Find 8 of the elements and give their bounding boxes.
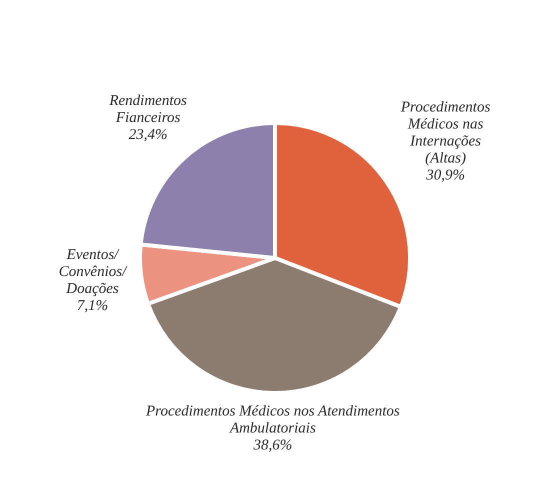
data-label: 23,4% xyxy=(128,126,168,143)
data-label: 38,6% xyxy=(252,438,292,454)
data-label: 30,9% xyxy=(425,168,465,184)
slice-label: Procedimentos Médicos nas Internações (Altas) xyxy=(400,100,490,167)
slice-label: Eventos/ Convênios/ Doações xyxy=(58,247,128,298)
slice-label: Rendimentos Fianceiros xyxy=(108,92,187,126)
data-label: 7,1% xyxy=(76,298,108,314)
slice-label: Procedimentos Médicos nos Atendimentos Ambulatoriais xyxy=(145,404,400,436)
